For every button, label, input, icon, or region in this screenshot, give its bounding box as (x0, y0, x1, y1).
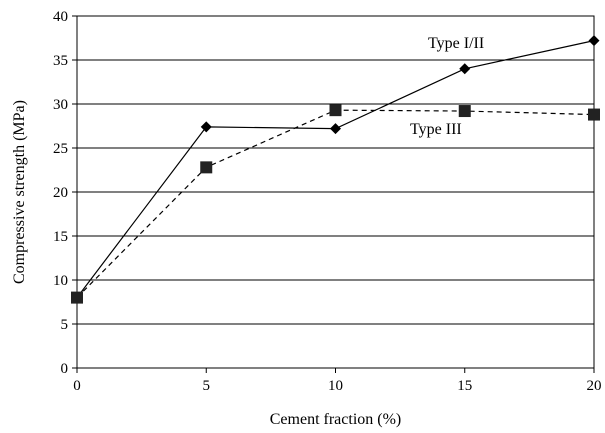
series-line-type-iii (76, 109, 595, 299)
y-tick-label: 25 (53, 141, 68, 157)
gridlines (77, 59, 594, 325)
data-point-type-iii (71, 291, 83, 304)
data-point-type-i-ii (200, 121, 212, 133)
data-point-type-iii (588, 108, 600, 121)
data-point-type-i-ii (588, 35, 600, 47)
series-layer: Type I/II Type III (71, 35, 600, 304)
data-point-type-iii (200, 161, 213, 174)
series-type-i-ii: Type I/II (71, 35, 600, 304)
x-tick-label: 0 (73, 378, 81, 394)
y-axis-ticks: 0 5 10 15 20 25 30 35 40 (53, 9, 77, 377)
x-axis-title: Cement fraction (%) (270, 411, 402, 428)
x-tick-label: 10 (328, 378, 343, 394)
series-label-type-iii: Type III (410, 121, 462, 138)
data-point-type-i-ii (330, 123, 341, 135)
y-tick-label: 5 (61, 317, 69, 333)
data-point-type-i-ii (459, 63, 471, 75)
y-tick-label: 10 (53, 273, 68, 289)
y-tick-label: 15 (53, 229, 68, 245)
x-tick-label: 5 (203, 378, 211, 394)
x-tick-label: 15 (457, 378, 472, 394)
y-axis-title: Compressive strength (MPa) (11, 100, 28, 284)
series-label-type-i-ii: Type I/II (428, 35, 484, 52)
y-tick-label: 35 (53, 53, 68, 69)
y-tick-label: 20 (53, 185, 68, 201)
series-type-iii: Type III (71, 104, 600, 304)
x-tick-label: 20 (587, 378, 602, 394)
y-tick-label: 30 (53, 97, 68, 113)
x-axis-ticks: 0 5 10 15 20 (73, 368, 602, 394)
series-line-type-i-ii (76, 40, 595, 298)
y-tick-label: 40 (53, 9, 68, 25)
y-tick-label: 0 (61, 361, 69, 377)
data-point-type-iii (458, 105, 471, 118)
data-point-type-iii (329, 104, 342, 117)
